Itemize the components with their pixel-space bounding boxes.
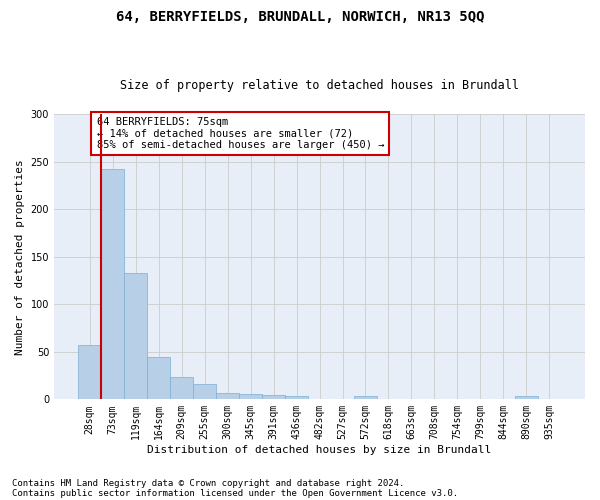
Title: Size of property relative to detached houses in Brundall: Size of property relative to detached ho… (120, 79, 519, 92)
X-axis label: Distribution of detached houses by size in Brundall: Distribution of detached houses by size … (148, 445, 491, 455)
Text: Contains HM Land Registry data © Crown copyright and database right 2024.: Contains HM Land Registry data © Crown c… (12, 478, 404, 488)
Bar (101, 169, 124, 400)
Text: 64 BERRYFIELDS: 75sqm
← 14% of detached houses are smaller (72)
85% of semi-deta: 64 BERRYFIELDS: 75sqm ← 14% of detached … (97, 117, 384, 150)
Bar (78, 345, 101, 400)
Bar (239, 394, 262, 400)
Bar (262, 394, 285, 400)
Bar (515, 396, 538, 400)
Bar (170, 378, 193, 400)
Bar (147, 358, 170, 400)
Y-axis label: Number of detached properties: Number of detached properties (15, 159, 25, 354)
Bar (124, 273, 147, 400)
Bar (354, 396, 377, 400)
Bar (193, 384, 216, 400)
Text: 64, BERRYFIELDS, BRUNDALL, NORWICH, NR13 5QQ: 64, BERRYFIELDS, BRUNDALL, NORWICH, NR13… (116, 10, 484, 24)
Bar (285, 396, 308, 400)
Bar (216, 392, 239, 400)
Text: Contains public sector information licensed under the Open Government Licence v3: Contains public sector information licen… (12, 488, 458, 498)
